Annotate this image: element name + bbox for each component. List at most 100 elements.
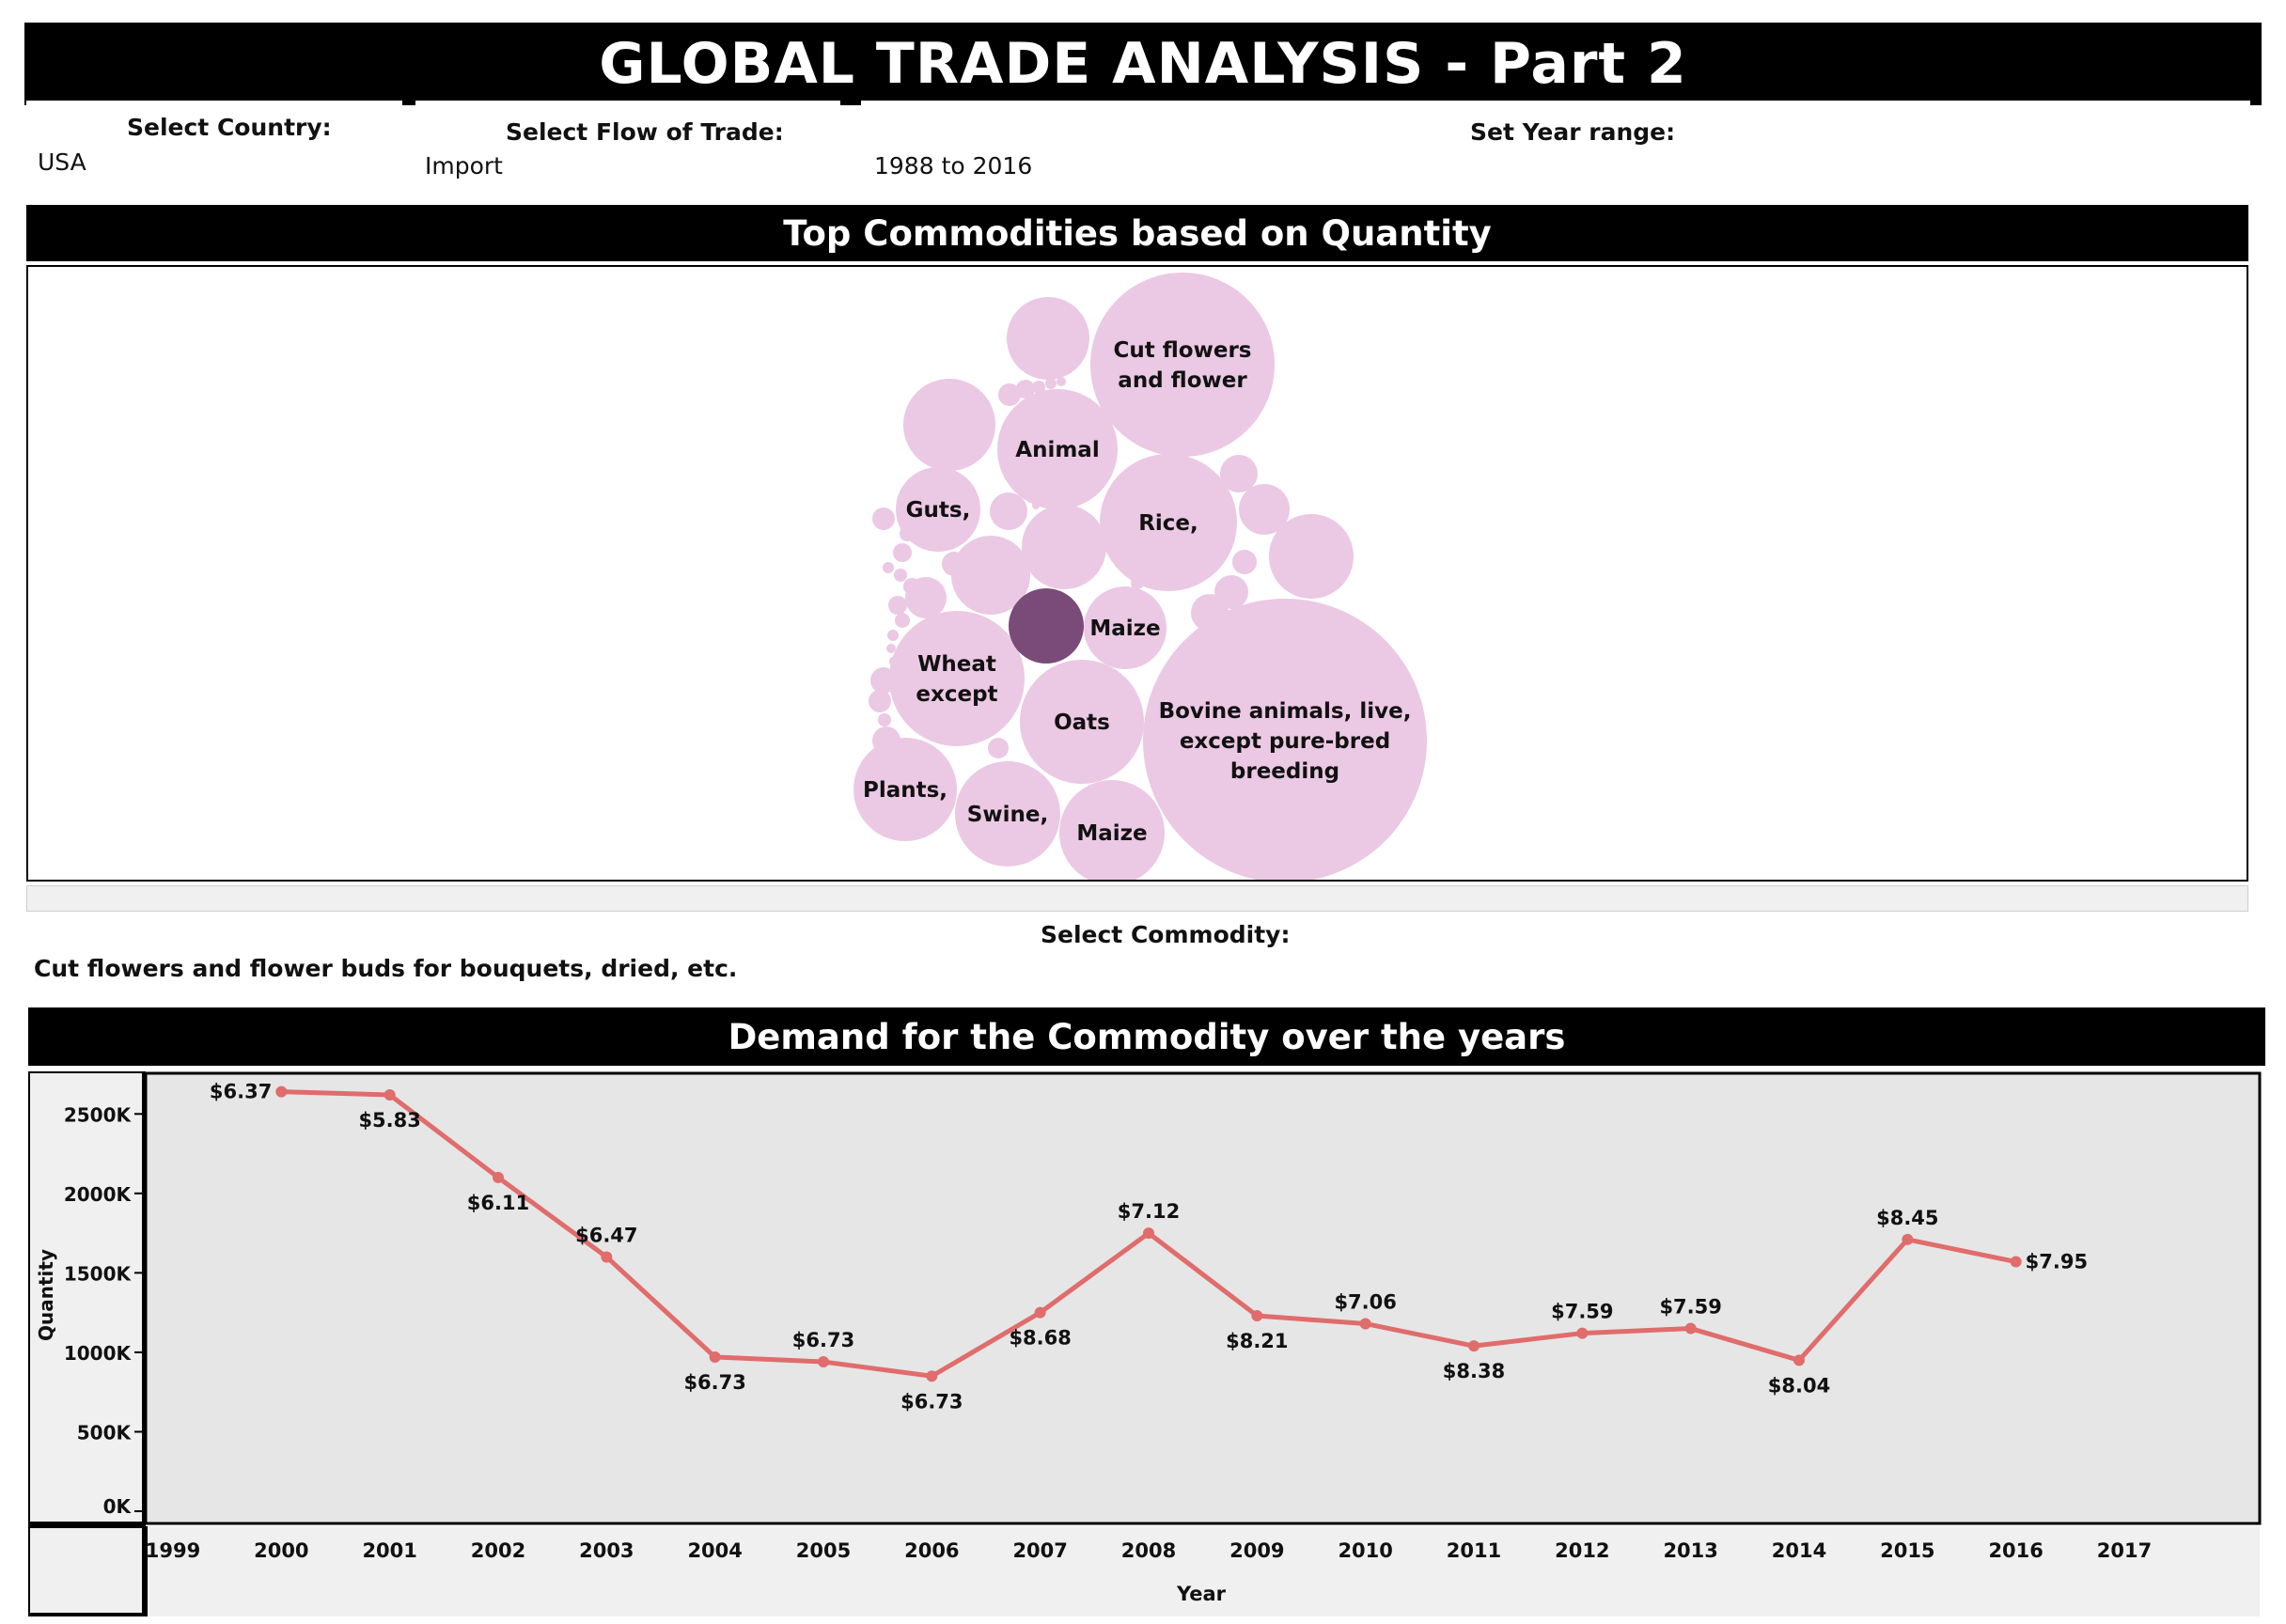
commodity-bubble[interactable] [895, 613, 910, 628]
data-point[interactable] [2010, 1256, 2022, 1268]
commodity-bubble[interactable] [1020, 660, 1144, 784]
commodity-bubble[interactable] [942, 552, 966, 576]
data-point[interactable] [1034, 1306, 1046, 1319]
filter-tab-year [861, 101, 2250, 112]
data-point[interactable] [275, 1085, 288, 1098]
data-point[interactable] [1793, 1354, 1805, 1366]
commodity-bubble[interactable] [988, 738, 1009, 758]
data-label: $8.68 [1009, 1327, 1071, 1350]
commodity-bubble[interactable] [878, 713, 891, 726]
commodity-bubble[interactable] [886, 644, 896, 653]
commodity-bubble-chart: Cut flowers and flower Animal Guts, Rice, Mai… [26, 265, 2248, 882]
x-axis-title: Year [1176, 1583, 1227, 1605]
commodity-bubble[interactable] [997, 389, 1118, 509]
commodity-bubble[interactable] [1100, 454, 1237, 591]
horizontal-scrollbar[interactable] [26, 885, 2248, 912]
data-label: $8.21 [1226, 1330, 1288, 1352]
commodity-bubble[interactable] [1220, 455, 1258, 492]
data-label: $6.47 [575, 1224, 637, 1246]
commodity-bubble[interactable] [1016, 380, 1035, 398]
data-point[interactable] [818, 1356, 829, 1368]
bubble-label: Maize [1089, 617, 1160, 641]
y-tick-label: 1500K [64, 1262, 133, 1285]
commodity-bubble[interactable] [1239, 484, 1290, 535]
commodity-bubble[interactable] [1269, 514, 1354, 599]
y-tick-label: 2000K [64, 1183, 133, 1206]
data-point[interactable] [493, 1171, 504, 1183]
commodity-bubble[interactable] [889, 611, 1025, 746]
y-tick-label: 2500K [64, 1103, 133, 1126]
commodity-bubble[interactable] [1214, 575, 1248, 609]
commodity-bubble[interactable] [1045, 378, 1057, 389]
commodity-bubble[interactable] [1090, 273, 1275, 457]
plot-area [144, 1071, 2262, 1525]
commodity-bubble[interactable] [1143, 599, 1427, 882]
x-tick-label: 2001 [362, 1539, 416, 1562]
commodity-bubble[interactable] [853, 738, 957, 841]
commodity-bubble[interactable] [903, 379, 995, 471]
commodity-bubble[interactable] [1007, 297, 1089, 380]
x-tick-label: 2007 [1012, 1539, 1067, 1562]
data-point[interactable] [1251, 1310, 1263, 1322]
data-label: $6.73 [792, 1329, 854, 1351]
data-point[interactable] [1576, 1327, 1589, 1339]
commodity-bubble[interactable] [872, 508, 895, 530]
commodity-bubble[interactable] [887, 630, 899, 641]
x-tick-label: 2000 [254, 1539, 308, 1562]
commodity-bubble[interactable] [1057, 377, 1066, 386]
x-tick-label: 2008 [1121, 1539, 1176, 1562]
commodity-bubble[interactable] [998, 383, 1021, 406]
top-commodities-title: Top Commodities based on Quantity [26, 205, 2248, 261]
commodity-bubble[interactable] [869, 690, 891, 712]
commodity-bubble[interactable] [896, 467, 980, 552]
bubble-label: Wheat [917, 652, 996, 677]
x-tick-label: 2013 [1663, 1539, 1717, 1562]
data-point[interactable] [384, 1088, 396, 1101]
y-tick-label: 0K [103, 1495, 133, 1518]
data-label: $6.73 [900, 1390, 963, 1413]
commodity-bubble[interactable] [990, 492, 1027, 530]
commodity-filter-value[interactable]: Cut flowers and flower buds for bouquets… [34, 955, 738, 982]
commodity-bubble[interactable] [955, 761, 1060, 867]
data-label: $7.06 [1334, 1290, 1396, 1313]
data-point[interactable] [1359, 1318, 1371, 1330]
commodity-bubble[interactable] [1022, 505, 1106, 589]
data-point[interactable] [1468, 1340, 1480, 1352]
commodity-bubble[interactable] [1232, 550, 1257, 574]
data-point[interactable] [601, 1251, 613, 1263]
data-point[interactable] [1143, 1227, 1154, 1240]
flow-filter-value[interactable]: Import [425, 152, 503, 180]
commodity-bubble[interactable] [883, 562, 894, 573]
x-axis-panel [146, 1526, 2260, 1616]
country-filter-value[interactable]: USA [38, 148, 86, 176]
x-tick-label: 2016 [1988, 1539, 2043, 1562]
data-label: $7.59 [1551, 1301, 1613, 1323]
data-label: $7.12 [1118, 1200, 1180, 1223]
commodity-bubble[interactable] [1059, 780, 1165, 882]
bubble-label: Maize [1076, 821, 1147, 846]
commodity-bubble[interactable] [888, 596, 907, 615]
commodity-bubble[interactable] [893, 543, 912, 562]
bubble-label: Animal [1015, 438, 1099, 462]
data-point[interactable] [1684, 1322, 1697, 1335]
selected-commodity-bubble[interactable] [1009, 588, 1084, 664]
x-tick-label: 2012 [1555, 1539, 1609, 1562]
x-tick-label: 2005 [796, 1539, 851, 1562]
bubble-label: except pure-bred [1180, 729, 1390, 754]
commodity-bubble[interactable] [951, 536, 1030, 615]
year-range-filter-label: Set Year range: [1470, 118, 1676, 146]
bubble-label: Swine, [967, 803, 1048, 827]
data-point[interactable] [926, 1370, 938, 1382]
bubble-label: and flower [1118, 368, 1247, 393]
commodity-bubble[interactable] [1032, 381, 1045, 394]
x-tick-label: 2003 [579, 1539, 634, 1562]
data-point[interactable] [709, 1351, 721, 1363]
bubble-label: Guts, [906, 498, 971, 523]
year-range-filter-value[interactable]: 1988 to 2016 [874, 152, 1033, 180]
commodity-bubble[interactable] [894, 569, 907, 582]
commodity-bubble[interactable] [903, 578, 920, 595]
data-point[interactable] [1902, 1233, 1914, 1245]
x-tick-label: 2002 [471, 1539, 525, 1562]
commodity-bubble[interactable] [1084, 586, 1166, 669]
x-tick-label: 2014 [1772, 1539, 1826, 1562]
